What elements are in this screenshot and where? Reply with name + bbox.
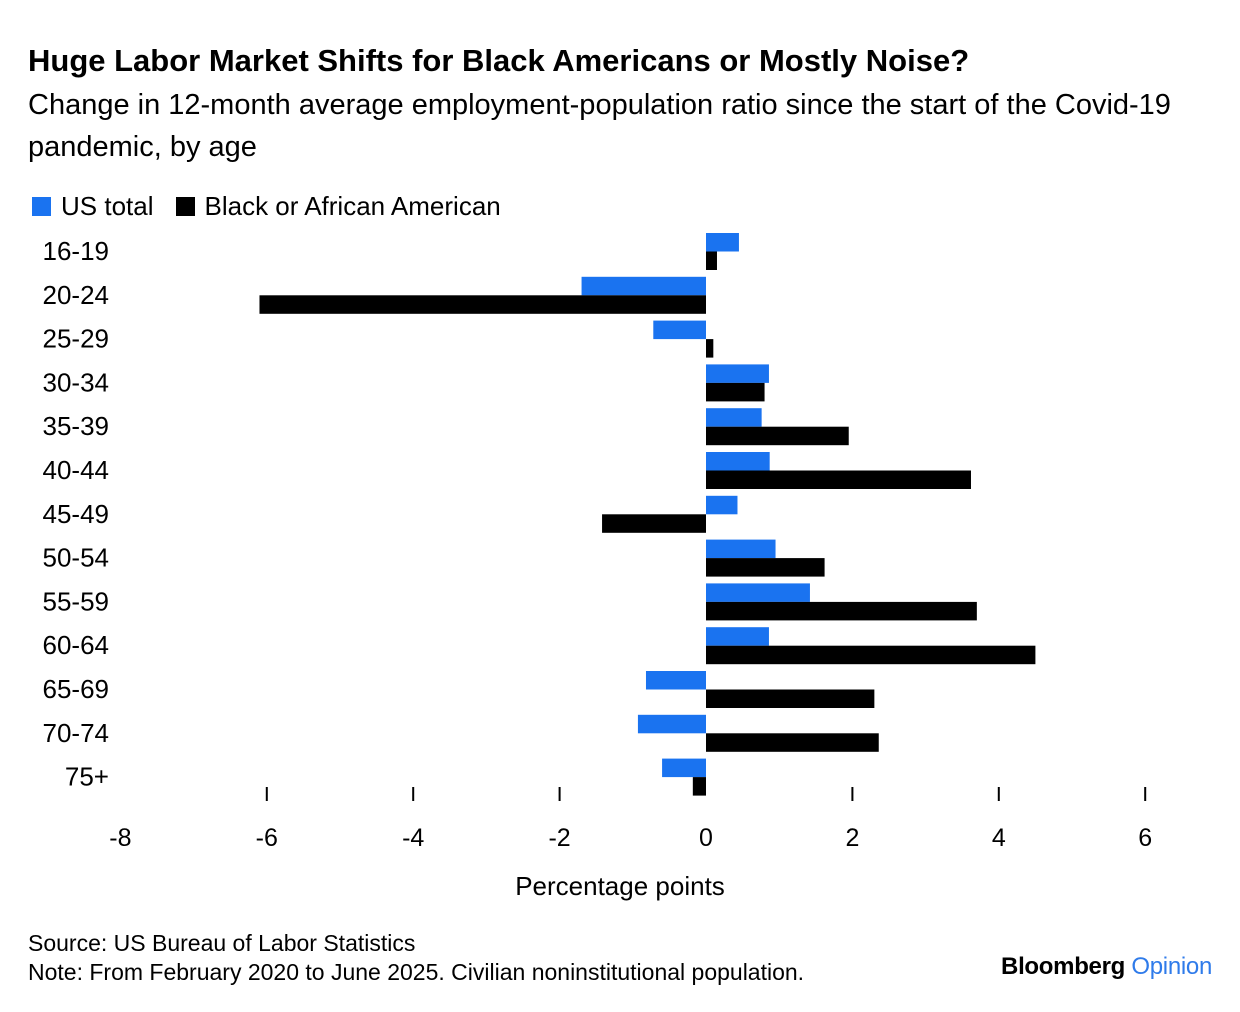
bar-black [706, 689, 875, 708]
bar-us-total [581, 276, 706, 296]
bar-us-total [645, 671, 706, 690]
bar-black [706, 251, 717, 270]
category-label: 30-34 [43, 367, 110, 397]
x-tick-label: -4 [402, 824, 424, 852]
brand-logo: Bloomberg Opinion [1001, 953, 1212, 981]
bar-black [692, 777, 706, 796]
legend-item-black: Black or African American [175, 190, 501, 222]
category-label: 75+ [65, 762, 109, 792]
bar-black [706, 339, 714, 358]
bar-chart: 16-1920-2425-2930-3435-3940-4445-4950-54… [43, 233, 1152, 901]
legend-label-us-total: US total [61, 190, 154, 221]
category-label: 20-24 [43, 280, 110, 310]
bar-us-total [706, 233, 739, 252]
x-axis-label: Percentage points [515, 871, 725, 901]
bar-black [706, 558, 825, 577]
footnote: Note: From February 2020 to June 2025. C… [28, 959, 805, 985]
category-label: 70-74 [43, 718, 110, 748]
category-label: 16-19 [43, 236, 110, 266]
bar-black [706, 426, 849, 446]
category-label: 55-59 [43, 586, 110, 616]
legend-swatch-us-total [32, 196, 51, 216]
legend-label-black: Black or African American [204, 190, 501, 221]
bar-us-total [706, 364, 769, 383]
bar-us-total [706, 452, 770, 471]
chart-subtitle: Change in 12-month average employment-po… [28, 89, 1171, 163]
bar-us-total [706, 539, 776, 559]
legend-item-us-total: US total [32, 191, 154, 222]
bar-black [602, 514, 706, 533]
bar-black [706, 645, 1036, 665]
category-label: 45-49 [43, 499, 110, 529]
bar-black [706, 470, 971, 489]
x-tick-label: -6 [256, 824, 278, 852]
bar-black [706, 382, 765, 402]
bar-black [706, 733, 879, 752]
category-label: 25-29 [43, 324, 110, 354]
x-tick-label: 4 [992, 824, 1006, 852]
bar-us-total [662, 758, 706, 778]
bar-us-total [706, 627, 769, 646]
bar-us-total [706, 408, 762, 427]
x-tick-label: -8 [109, 824, 131, 852]
x-tick-label: 6 [1138, 824, 1152, 852]
category-label: 65-69 [43, 674, 110, 704]
bar-us-total [706, 583, 810, 602]
brand-section: Opinion [1131, 953, 1212, 980]
category-label: 40-44 [43, 455, 110, 485]
category-label: 60-64 [43, 630, 110, 660]
bar-us-total [637, 714, 706, 734]
bar-black [259, 295, 706, 314]
bar-black [706, 601, 977, 621]
bar-us-total [653, 320, 706, 340]
legend: US total Black or African American [32, 188, 523, 224]
x-tick-label: 0 [699, 824, 713, 852]
brand-name: Bloomberg [1001, 953, 1125, 980]
legend-swatch-black [175, 196, 195, 216]
x-tick-label: -2 [548, 824, 570, 852]
category-label: 50-54 [43, 543, 110, 573]
source-note: Source: US Bureau of Labor Statistics [28, 930, 416, 956]
category-label: 35-39 [43, 411, 110, 441]
bar-us-total [706, 495, 738, 515]
chart-title: Huge Labor Market Shifts for Black Ameri… [28, 43, 970, 78]
x-tick-label: 2 [845, 824, 859, 852]
